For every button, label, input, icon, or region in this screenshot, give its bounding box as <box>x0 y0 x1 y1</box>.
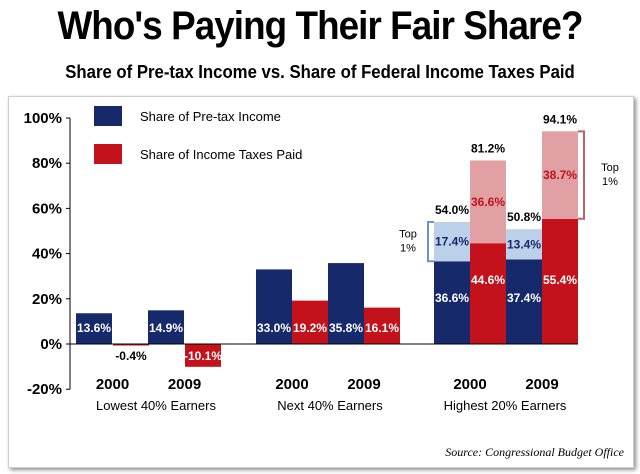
bar-taxes-top1-label: 38.7% <box>543 168 577 182</box>
source-note: Source: Congressional Budget Office <box>445 445 624 459</box>
bar-taxes-top1 <box>542 131 578 219</box>
bar-income-top1-label: 13.4% <box>507 237 541 251</box>
x-tick-label-year: 2009 <box>168 376 201 393</box>
x-group-label: Next 40% Earners <box>277 398 383 413</box>
legend-label-taxes: Share of Income Taxes Paid <box>140 147 302 162</box>
bar-income <box>328 263 364 344</box>
y-tick-label: 0% <box>40 336 62 353</box>
bar-taxes <box>113 344 149 346</box>
bar-income <box>76 313 112 344</box>
bar-income <box>506 259 542 344</box>
x-tick-label-year: 2009 <box>347 376 380 393</box>
bar-income-rest-label: 37.4% <box>507 291 541 305</box>
legend-swatch-taxes <box>94 144 122 164</box>
top1-income-brace <box>427 220 434 263</box>
bar-taxes-top1 <box>470 160 506 244</box>
y-tick-label: 40% <box>32 246 62 263</box>
legend-label-income: Share of Pre-tax Income <box>140 109 281 124</box>
x-tick-label-year: 2000 <box>453 376 486 393</box>
x-group-label: Highest 20% Earners <box>444 398 567 413</box>
chart-title: Who's Paying Their Fair Share? <box>57 4 583 48</box>
bar-income-label: 13.6% <box>77 321 111 335</box>
bar-taxes-label: 19.2% <box>293 321 327 335</box>
bar-income <box>256 269 292 344</box>
top1-taxes-label-line1: Top <box>601 162 619 174</box>
chart-subtitle: Share of Pre-tax Income vs. Share of Fed… <box>65 62 575 82</box>
bar-taxes <box>292 300 328 344</box>
bar-taxes <box>470 243 506 344</box>
x-tick-label-year: 2009 <box>525 376 558 393</box>
bar-income-top1-label: 17.4% <box>435 235 469 249</box>
bar-taxes-label: -10.1% <box>184 349 222 363</box>
bar-taxes <box>185 344 221 367</box>
top1-taxes-brace <box>578 130 585 220</box>
bar-income-total-label: 50.8% <box>507 210 541 224</box>
x-tick-label-year: 2000 <box>96 376 129 393</box>
bar-income <box>434 261 470 344</box>
top1-income-label-line1: Top <box>399 229 417 241</box>
bar-income-label: 33.0% <box>257 321 291 335</box>
bar-income-label: 35.8% <box>329 321 363 335</box>
x-group-label: Lowest 40% Earners <box>96 398 216 413</box>
y-tick-label: 60% <box>32 200 62 217</box>
bar-taxes <box>364 307 400 344</box>
bar-income-total-label: 54.0% <box>435 203 469 217</box>
bar-income-rest-label: 36.6% <box>435 291 469 305</box>
bar-income-top1 <box>506 229 542 260</box>
bar-taxes-rest-label: 44.6% <box>471 273 505 287</box>
bar-taxes-label: -0.4% <box>115 349 147 363</box>
bar-taxes-label: 16.1% <box>365 321 399 335</box>
bar-income <box>148 310 184 344</box>
y-tick-label: -20% <box>27 381 62 398</box>
top1-income-label-line2: 1% <box>400 243 416 255</box>
x-tick-label-year: 2000 <box>275 376 308 393</box>
bar-taxes-total-label: 81.2% <box>471 141 505 155</box>
bar-income-label: 14.9% <box>149 321 183 335</box>
bar-taxes <box>542 218 578 344</box>
bar-taxes-total-label: 94.1% <box>543 112 577 126</box>
y-tick-label: 80% <box>32 155 62 172</box>
bar-taxes-top1-label: 36.6% <box>471 195 505 209</box>
legend-swatch-income <box>94 106 122 126</box>
y-tick-label: 100% <box>24 110 62 127</box>
bar-taxes-rest-label: 55.4% <box>543 273 577 287</box>
top1-taxes-label-line2: 1% <box>602 176 618 188</box>
y-tick-label: 20% <box>32 291 62 308</box>
bar-income-top1 <box>434 221 470 262</box>
